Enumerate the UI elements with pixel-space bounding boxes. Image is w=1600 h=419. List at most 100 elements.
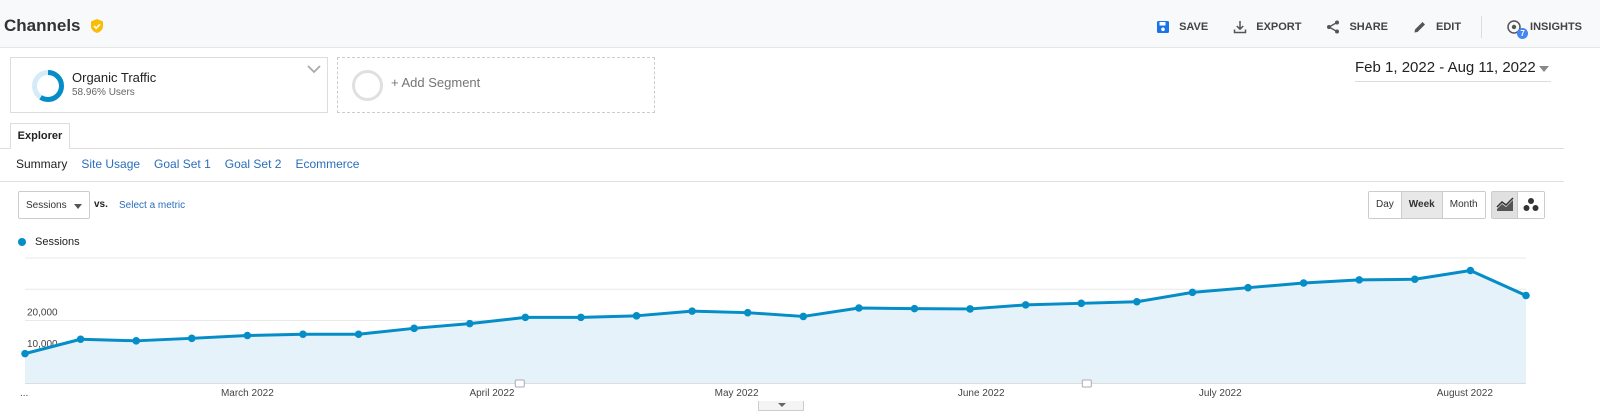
data-point — [1077, 299, 1086, 308]
save-label: SAVE — [1179, 21, 1209, 33]
date-range-picker[interactable]: Feb 1, 2022 - Aug 11, 2022 — [1355, 59, 1551, 82]
data-point — [688, 307, 696, 315]
x-tick-label: August 2022 — [1437, 388, 1494, 399]
segment-donut-icon — [32, 70, 64, 102]
data-point — [1133, 297, 1141, 306]
caret-down-icon — [74, 204, 82, 209]
data-point — [743, 308, 752, 317]
week-button[interactable]: Week — [1401, 192, 1443, 218]
page-title: Channels — [4, 16, 81, 35]
insights-button[interactable]: 7 INSIGHTS — [1506, 19, 1582, 39]
line-chart-button[interactable] — [1492, 192, 1518, 218]
data-point — [21, 349, 29, 358]
month-button[interactable]: Month — [1442, 192, 1485, 218]
x-tick-label: May 2022 — [715, 388, 759, 399]
data-point — [966, 305, 974, 313]
add-segment-label: + Add Segment — [391, 75, 481, 90]
insights-icon — [1507, 20, 1521, 34]
insights-badge: 7 — [1517, 28, 1529, 39]
data-point — [1411, 275, 1419, 284]
share-button[interactable]: SHARE — [1325, 19, 1388, 35]
chart-type-toggle — [1491, 191, 1545, 219]
annotation-marker-icon — [514, 379, 525, 388]
select-metric-link[interactable]: Select a metric — [119, 200, 186, 211]
caret-down-icon — [1539, 66, 1549, 72]
data-point — [243, 331, 252, 340]
chevron-down-icon[interactable] — [307, 64, 321, 74]
data-point — [76, 335, 85, 344]
edit-icon — [1414, 22, 1425, 33]
x-tick-label: March 2022 — [221, 388, 274, 399]
legend-label: Sessions — [35, 236, 80, 248]
x-tick-label: April 2022 — [469, 388, 514, 399]
header-actions: SAVE EXPORT SHARE EDIT 7 INSIGHTS — [1131, 16, 1582, 39]
x-tick-label: June 2022 — [958, 388, 1005, 399]
sessions-chart: 10,000 20,000... March 2022 April 2022 May 2… — [20, 257, 1530, 399]
annotation-marker-icon — [1081, 379, 1092, 388]
subnav-ecommerce[interactable]: Ecommerce — [295, 157, 360, 171]
metric-select-value: Sessions — [26, 200, 67, 211]
data-point — [1522, 291, 1530, 300]
subnav-goal-set-1[interactable]: Goal Set 1 — [154, 157, 211, 171]
subnav-divider — [0, 181, 1564, 182]
data-point — [632, 312, 641, 320]
data-point — [799, 312, 808, 321]
subnav: Summary Site Usage Goal Set 1 Goal Set 2… — [16, 157, 359, 171]
legend-dot — [18, 238, 26, 246]
tab-explorer[interactable]: Explorer — [10, 123, 70, 149]
series-line — [24, 269, 1527, 356]
data-point — [521, 313, 530, 322]
export-button[interactable]: EXPORT — [1232, 19, 1301, 35]
x-tick-label: July 2022 — [1199, 388, 1242, 399]
caret-down-icon — [778, 403, 786, 407]
segment-percent: 58.96% Users — [72, 87, 135, 98]
data-point — [1188, 288, 1197, 297]
line-chart-icon — [1495, 197, 1514, 211]
data-point — [1355, 276, 1364, 284]
subnav-goal-set-2[interactable]: Goal Set 2 — [224, 157, 282, 171]
metric-select[interactable]: Sessions — [18, 191, 90, 219]
data-point — [299, 330, 307, 339]
export-label: EXPORT — [1256, 21, 1302, 33]
chart-legend: Sessions — [18, 236, 80, 248]
data-point — [465, 319, 474, 328]
chart-collapse-toggle[interactable] — [758, 401, 804, 411]
report-header: Channels SAVE EXPORT SHARE EDIT 7 INSIGH… — [0, 0, 1600, 48]
data-point — [187, 334, 196, 343]
edit-label: EDIT — [1435, 21, 1462, 33]
day-button[interactable]: Day — [1369, 192, 1402, 218]
data-point — [910, 304, 919, 313]
verified-shield-icon — [90, 19, 103, 33]
data-point — [1299, 279, 1308, 287]
subnav-summary[interactable]: Summary — [16, 157, 68, 171]
save-button[interactable]: SAVE — [1155, 19, 1208, 35]
tab-divider — [0, 148, 1564, 149]
data-point — [1244, 283, 1252, 292]
x-tick-label: ... — [20, 388, 28, 399]
data-point — [855, 304, 863, 312]
insights-label: INSIGHTS — [1530, 21, 1582, 33]
share-label: SHARE — [1349, 21, 1388, 33]
y-tick-label: 10,000 — [27, 339, 58, 350]
granularity-toggle: Day Week Month — [1368, 191, 1486, 219]
subnav-site-usage[interactable]: Site Usage — [81, 157, 141, 171]
series-area — [25, 270, 1526, 383]
vs-label: vs. — [94, 199, 108, 210]
bubble-chart-icon — [1523, 198, 1539, 211]
edit-button[interactable]: EDIT — [1412, 19, 1461, 35]
actions-divider — [1481, 16, 1483, 38]
segment-name: Organic Traffic — [72, 70, 157, 85]
title-wrap: Channels — [4, 16, 105, 36]
add-segment-button[interactable]: + Add Segment — [337, 57, 655, 113]
export-icon — [1233, 21, 1247, 34]
data-point — [132, 337, 140, 345]
data-point — [1466, 266, 1475, 275]
save-icon — [1157, 21, 1170, 33]
share-icon — [1327, 20, 1340, 34]
motion-chart-button[interactable] — [1518, 192, 1544, 218]
empty-segment-ring-icon — [352, 70, 383, 101]
segment-organic-traffic[interactable]: Organic Traffic 58.96% Users — [10, 57, 328, 113]
data-point — [577, 313, 585, 322]
data-point — [1021, 301, 1030, 309]
y-tick-label: 20,000 — [27, 308, 58, 319]
